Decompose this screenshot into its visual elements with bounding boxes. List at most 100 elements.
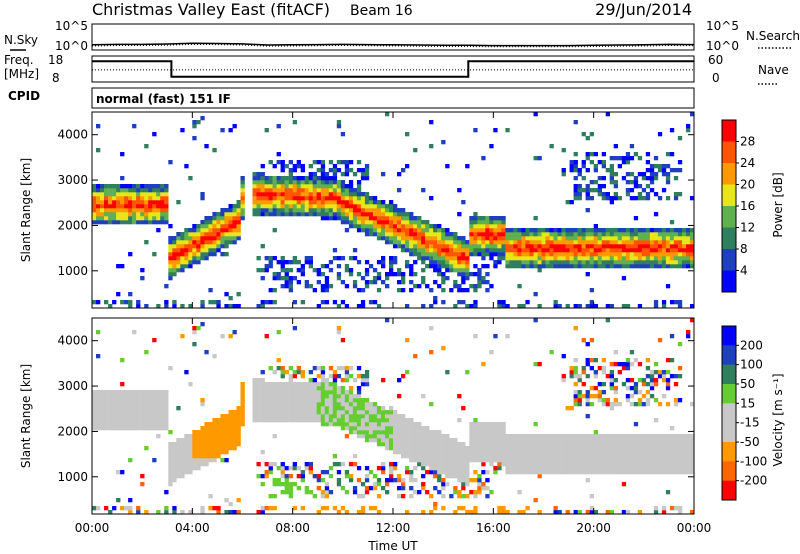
power-cell bbox=[473, 264, 478, 269]
power-cell bbox=[433, 252, 438, 257]
power-cell bbox=[324, 216, 330, 221]
velocity-cell bbox=[441, 458, 446, 463]
velocity-cell bbox=[621, 434, 627, 439]
power-cell bbox=[120, 196, 125, 201]
power-cell bbox=[621, 160, 627, 165]
power-cell bbox=[485, 236, 490, 241]
velocity-cell bbox=[360, 378, 366, 383]
velocity-cell bbox=[364, 466, 370, 471]
power-cell bbox=[212, 148, 217, 153]
power-cell bbox=[276, 196, 281, 201]
velocity-cell bbox=[240, 386, 245, 391]
velocity-cell bbox=[160, 422, 165, 427]
power-cell bbox=[645, 160, 651, 165]
power-cell bbox=[457, 272, 462, 277]
power-cell bbox=[653, 240, 659, 245]
velocity-cell bbox=[637, 450, 643, 455]
velocity-cell bbox=[376, 410, 382, 415]
power-cell bbox=[152, 208, 157, 213]
velocity-cell bbox=[573, 454, 578, 459]
power-cell bbox=[272, 200, 277, 205]
power-cell bbox=[457, 264, 462, 269]
power-cell bbox=[605, 228, 610, 233]
power-cell bbox=[613, 248, 618, 253]
power-cell bbox=[232, 124, 237, 129]
velocity-cell bbox=[561, 434, 566, 439]
velocity-cell bbox=[465, 446, 470, 451]
power-cell bbox=[401, 168, 406, 173]
power-cell bbox=[268, 196, 273, 201]
power-cell bbox=[469, 272, 474, 277]
velocity-cell bbox=[112, 390, 117, 395]
power-cell bbox=[409, 240, 414, 245]
velocity-cell bbox=[324, 494, 330, 499]
velocity-cell bbox=[601, 446, 606, 451]
velocity-cell bbox=[401, 434, 406, 439]
power-cell bbox=[288, 168, 293, 173]
power-cell bbox=[493, 216, 498, 221]
power-cell bbox=[176, 248, 181, 253]
velocity-cell bbox=[280, 418, 285, 423]
power-cell bbox=[336, 124, 342, 129]
velocity-cell bbox=[192, 454, 197, 459]
velocity-cell bbox=[425, 490, 430, 495]
velocity-cell bbox=[613, 438, 618, 443]
power-cell bbox=[649, 256, 655, 261]
velocity-cell bbox=[465, 510, 470, 515]
velocity-cell bbox=[364, 478, 370, 483]
power-cell bbox=[240, 212, 245, 217]
power-cell bbox=[593, 264, 598, 269]
power-cell bbox=[409, 212, 414, 217]
power-cell bbox=[100, 216, 105, 221]
velocity-cell bbox=[497, 454, 502, 459]
power-cell bbox=[288, 268, 293, 273]
velocity-cell bbox=[621, 446, 627, 451]
velocity-cell bbox=[537, 454, 542, 459]
velocity-cell bbox=[690, 466, 695, 471]
power-cell bbox=[292, 256, 297, 261]
velocity-cell bbox=[609, 466, 614, 471]
velocity-cell bbox=[264, 414, 269, 419]
power-cell bbox=[657, 264, 663, 269]
power-cell bbox=[553, 300, 558, 305]
velocity-cell bbox=[641, 450, 647, 455]
velocity-cell bbox=[180, 466, 185, 471]
power-cell bbox=[268, 208, 273, 213]
velocity-cell bbox=[216, 446, 221, 451]
velocity-cell bbox=[625, 454, 631, 459]
power-cell bbox=[405, 132, 410, 137]
power-cell bbox=[649, 180, 655, 185]
power-colorbar-swatch bbox=[722, 141, 736, 164]
velocity-cell bbox=[513, 446, 518, 451]
velocity-cell bbox=[188, 382, 193, 387]
power-cell bbox=[605, 112, 610, 117]
velocity-cell bbox=[276, 418, 281, 423]
velocity-cell bbox=[541, 466, 546, 471]
velocity-cell bbox=[344, 474, 350, 479]
velocity-cell bbox=[481, 450, 486, 455]
power-cell bbox=[449, 248, 454, 253]
power-cell bbox=[116, 184, 121, 189]
velocity-cell bbox=[360, 402, 366, 407]
velocity-cell bbox=[569, 366, 574, 371]
power-cell bbox=[445, 240, 450, 245]
power-cell bbox=[505, 228, 510, 233]
velocity-cell bbox=[312, 418, 317, 423]
power-cell bbox=[469, 216, 474, 221]
power-cell bbox=[324, 188, 330, 193]
power-cell bbox=[208, 216, 213, 221]
power-cell bbox=[553, 244, 558, 249]
power-cell bbox=[473, 284, 478, 289]
velocity-cell bbox=[292, 402, 297, 407]
power-cell bbox=[629, 180, 635, 185]
velocity-cell bbox=[332, 394, 338, 399]
velocity-cell bbox=[425, 426, 430, 431]
power-cell bbox=[144, 216, 149, 221]
power-cell bbox=[280, 208, 285, 213]
velocity-cell bbox=[336, 422, 342, 427]
power-cell bbox=[136, 184, 141, 189]
power-cell bbox=[320, 216, 326, 221]
power-cell bbox=[224, 252, 229, 257]
power-cell bbox=[300, 164, 305, 169]
